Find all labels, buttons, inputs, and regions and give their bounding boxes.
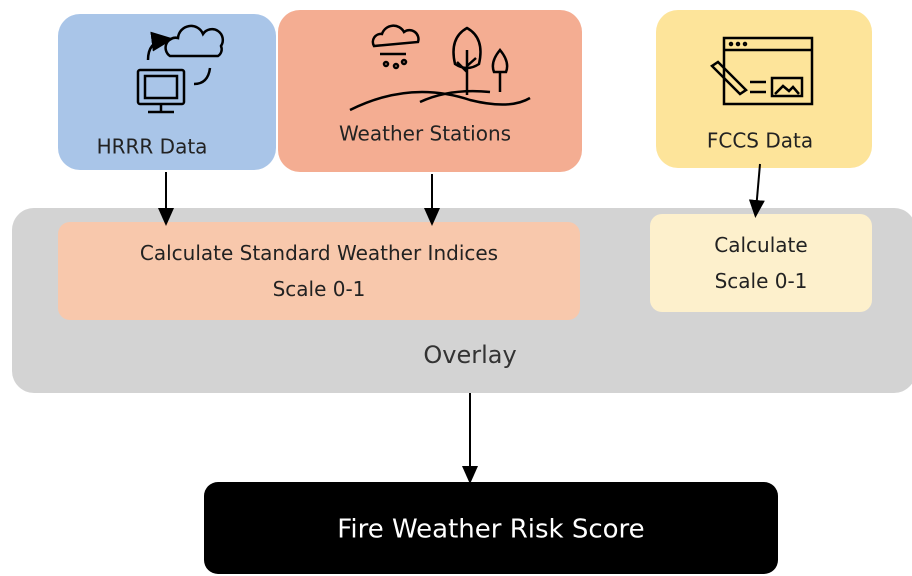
fccs-scale-label: Calculate Scale 0-1 xyxy=(714,233,807,293)
fccs-icon xyxy=(710,36,814,106)
risk-score-label: Fire Weather Risk Score xyxy=(337,515,644,545)
weather-indices-box xyxy=(58,222,580,320)
stations-label: Weather Stations xyxy=(339,122,511,146)
fccs-box xyxy=(656,10,872,168)
overlay-label: Overlay xyxy=(423,341,516,369)
risk-score-box xyxy=(204,482,778,574)
hrrr-label: HRRR Data xyxy=(97,135,208,159)
fccs-scale-box xyxy=(650,214,872,312)
hrrr-icon xyxy=(136,24,225,114)
fccs-label: FCCS Data xyxy=(707,129,813,153)
arrows xyxy=(158,163,765,484)
weather-indices-label: Calculate Standard Weather Indices Scale … xyxy=(140,241,498,301)
stations-icon xyxy=(349,24,531,112)
